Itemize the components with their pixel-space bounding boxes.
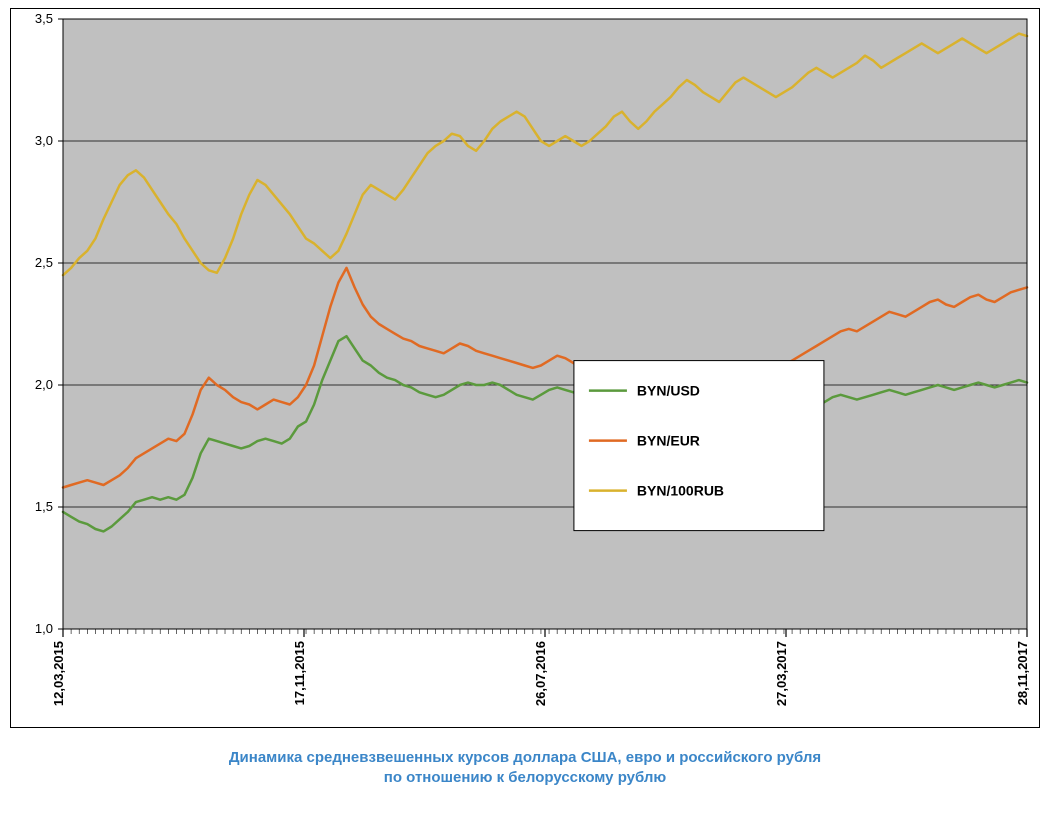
svg-text:BYN/100RUB: BYN/100RUB — [637, 483, 724, 499]
exchange-rate-chart: 1,0 1,5 2,0 2,5 3,0 3,5 12,03,2015 17,11,2015 26… — [11, 9, 1039, 727]
svg-text:1,0: 1,0 — [35, 621, 53, 636]
svg-text:26,07,2016: 26,07,2016 — [533, 641, 548, 706]
svg-text:BYN/USD: BYN/USD — [637, 383, 700, 399]
caption-line-1: Динамика средневзвешенных курсов доллара… — [229, 749, 821, 766]
svg-text:17,11,2015: 17,11,2015 — [292, 641, 307, 705]
svg-text:BYN/EUR: BYN/EUR — [637, 433, 700, 449]
svg-text:3,0: 3,0 — [35, 133, 53, 148]
caption-line-2: по отношению к белорусскому рублю — [384, 769, 666, 786]
svg-text:28,11,2017: 28,11,2017 — [1015, 641, 1030, 705]
chart-caption: Динамика средневзвешенных курсов доллара… — [0, 748, 1050, 789]
svg-text:3,5: 3,5 — [35, 11, 53, 26]
svg-text:27,03,2017: 27,03,2017 — [774, 641, 789, 706]
svg-text:1,5: 1,5 — [35, 499, 53, 514]
svg-text:2,0: 2,0 — [35, 377, 53, 392]
svg-text:2,5: 2,5 — [35, 255, 53, 270]
svg-text:12,03,2015: 12,03,2015 — [51, 641, 66, 706]
chart-frame: 1,0 1,5 2,0 2,5 3,0 3,5 12,03,2015 17,11,2015 26… — [0, 0, 1050, 817]
chart-container: 1,0 1,5 2,0 2,5 3,0 3,5 12,03,2015 17,11,2015 26… — [10, 8, 1040, 728]
